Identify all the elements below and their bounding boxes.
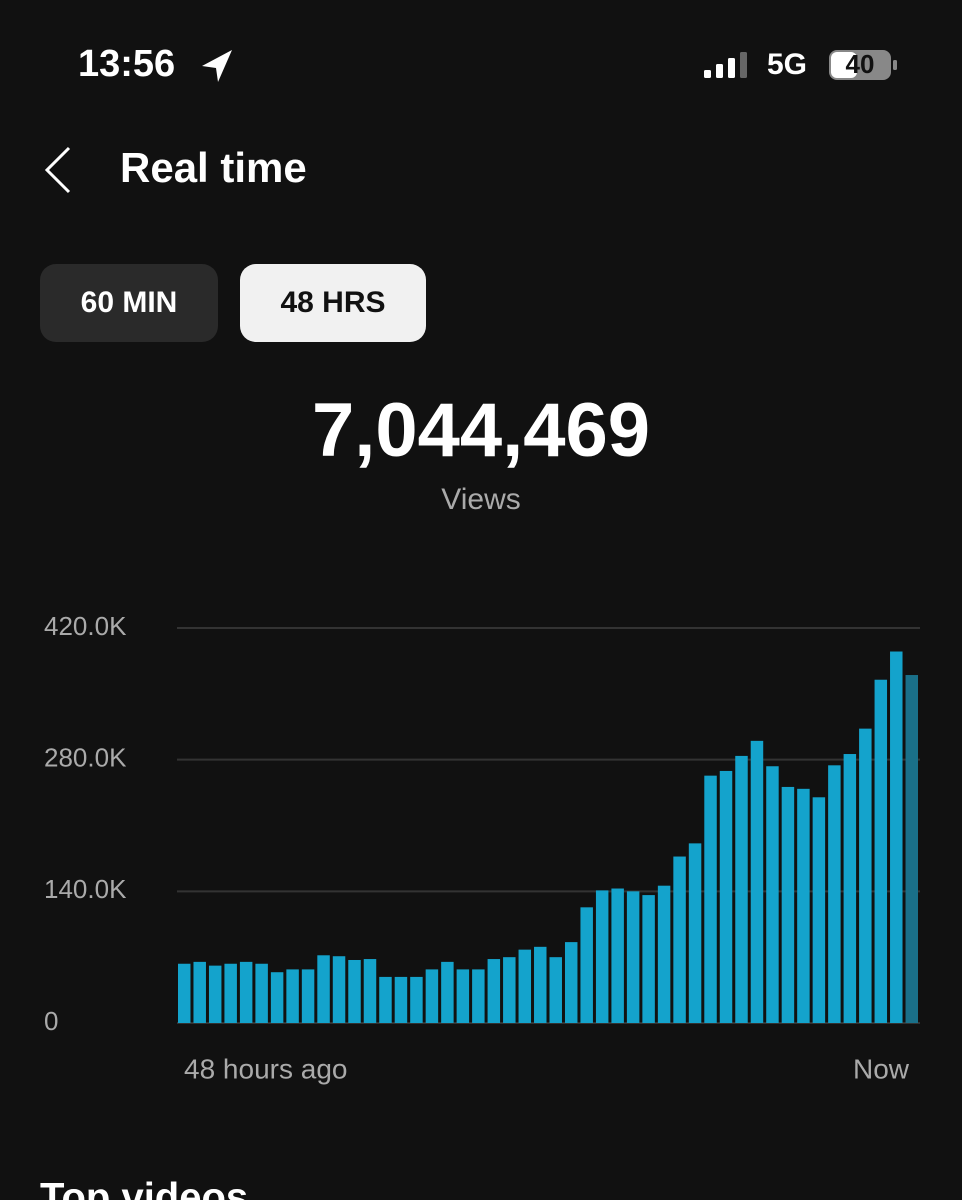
bar bbox=[859, 728, 872, 1023]
bar bbox=[363, 959, 377, 1023]
bar bbox=[503, 957, 516, 1023]
bar bbox=[379, 976, 392, 1023]
bar bbox=[317, 955, 330, 1023]
y-tick-label: 280.0K bbox=[44, 743, 127, 773]
location-icon bbox=[202, 50, 232, 82]
bar bbox=[208, 965, 222, 1023]
bar bbox=[270, 972, 284, 1023]
bar bbox=[595, 890, 609, 1023]
section-title: Top videos bbox=[40, 1176, 248, 1200]
bar bbox=[441, 961, 454, 1023]
bar bbox=[828, 765, 841, 1023]
y-tick-label: 0 bbox=[44, 1006, 58, 1036]
tab-48hrs[interactable] bbox=[240, 264, 426, 342]
bar bbox=[781, 786, 795, 1023]
battery-level bbox=[831, 52, 857, 78]
x-tick-label: Now bbox=[853, 1053, 910, 1084]
bar bbox=[843, 754, 857, 1023]
signal-icon bbox=[704, 52, 747, 78]
status-network: 5G bbox=[767, 48, 807, 81]
bar bbox=[410, 976, 423, 1023]
status-time: 13:56 bbox=[78, 43, 175, 85]
bar bbox=[286, 969, 299, 1023]
bar bbox=[673, 856, 686, 1023]
bar bbox=[564, 942, 578, 1023]
bar bbox=[905, 675, 918, 1023]
tab-label: 48 HRS bbox=[280, 286, 385, 319]
bar bbox=[750, 740, 764, 1023]
bar bbox=[193, 961, 206, 1023]
views-total: 7,044,469 bbox=[312, 388, 650, 473]
back-button[interactable] bbox=[44, 146, 71, 194]
tab-60min[interactable] bbox=[40, 264, 218, 342]
chart: 0 140.0K 280.0K 420.0K 48 hours ago Now bbox=[44, 611, 920, 1084]
bar bbox=[812, 797, 826, 1023]
bar bbox=[332, 956, 346, 1023]
bar bbox=[797, 788, 810, 1023]
bar bbox=[487, 959, 501, 1023]
views-label: Views bbox=[441, 483, 520, 516]
bar bbox=[425, 969, 439, 1023]
bar bbox=[890, 651, 903, 1023]
bar bbox=[766, 766, 779, 1023]
bar bbox=[224, 963, 237, 1023]
y-tick-label: 420.0K bbox=[44, 611, 127, 641]
bar bbox=[719, 770, 733, 1023]
y-tick-label: 140.0K bbox=[44, 874, 127, 904]
x-tick-label: 48 hours ago bbox=[184, 1053, 347, 1084]
bar bbox=[301, 969, 315, 1023]
bar bbox=[688, 843, 702, 1023]
bar bbox=[735, 755, 748, 1023]
bar bbox=[178, 963, 191, 1023]
bar bbox=[534, 946, 547, 1023]
bar bbox=[456, 969, 470, 1023]
bar bbox=[394, 976, 408, 1023]
bar bbox=[611, 888, 624, 1023]
battery-text: 40 bbox=[846, 49, 875, 79]
bar bbox=[549, 957, 562, 1023]
bar bbox=[580, 907, 593, 1023]
bar bbox=[348, 959, 361, 1023]
bar bbox=[626, 891, 640, 1023]
bar bbox=[518, 949, 532, 1023]
bar bbox=[874, 679, 888, 1023]
bar bbox=[657, 885, 671, 1023]
bar bbox=[642, 895, 655, 1023]
bar bbox=[472, 969, 485, 1023]
bar bbox=[255, 963, 268, 1023]
page-title: Real time bbox=[120, 144, 307, 191]
tab-label: 60 MIN bbox=[81, 286, 178, 319]
battery-tip bbox=[893, 60, 897, 70]
bar bbox=[704, 775, 717, 1023]
bar bbox=[239, 961, 253, 1023]
